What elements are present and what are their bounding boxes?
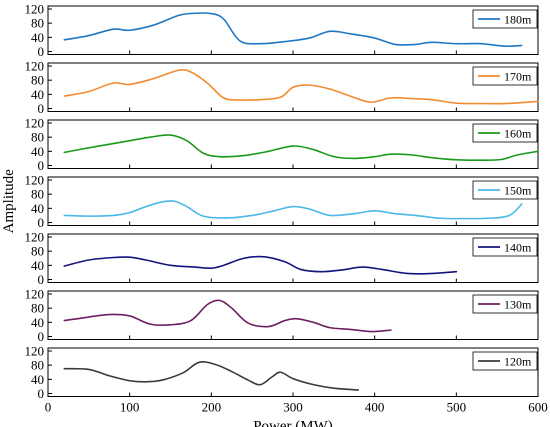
y-tick-label: 80 (31, 73, 44, 88)
x-tick-label: 600 (528, 400, 548, 415)
x-tick-label: 0 (45, 400, 52, 415)
series-line-150m (63, 200, 523, 220)
legend-130m: 130m (472, 294, 538, 314)
legend-label: 120m (504, 355, 532, 369)
y-tick-label: 80 (31, 358, 44, 373)
series-line-160m (63, 134, 539, 162)
legend-box (472, 294, 538, 314)
y-tick-label: 40 (31, 315, 44, 330)
x-tick-label: 100 (120, 400, 140, 415)
series-line-120m (63, 361, 360, 391)
y-tick-label: 0 (38, 386, 45, 401)
legend-label: 170m (504, 70, 532, 84)
panel-frame (47, 233, 539, 283)
y-tick-label: 120 (25, 173, 45, 188)
legend-160m: 160m (472, 123, 538, 143)
y-tick-label: 120 (25, 59, 45, 74)
y-tick-label: 120 (25, 287, 45, 302)
series-line-130m (63, 299, 392, 333)
legend-label: 130m (504, 298, 532, 312)
series-line-170m (63, 68, 539, 105)
y-tick-label: 0 (38, 272, 45, 287)
legend-label: 140m (504, 241, 532, 255)
legend-box (472, 66, 538, 86)
y-tick-label: 80 (31, 187, 44, 202)
x-tick-label: 200 (202, 400, 222, 415)
y-tick-label: 120 (25, 230, 45, 245)
legend-label: 150m (504, 184, 532, 198)
panel-frame (47, 347, 539, 397)
y-tick-label: 0 (38, 44, 45, 59)
y-tick-label: 0 (38, 158, 45, 173)
y-tick-label: 40 (31, 144, 44, 159)
legend-box (472, 237, 538, 257)
y-tick-label: 40 (31, 372, 44, 387)
y-tick-label: 80 (31, 301, 44, 316)
legend-140m: 140m (472, 237, 538, 257)
y-axis-label: Amplitude (1, 169, 17, 234)
legend-box (472, 180, 538, 200)
y-tick-label: 80 (31, 16, 44, 31)
legend-box (472, 123, 538, 143)
y-tick-label: 0 (38, 101, 45, 116)
y-tick-label: 40 (31, 30, 44, 45)
x-tick-label: 300 (283, 400, 303, 415)
y-tick-label: 120 (25, 116, 45, 131)
y-tick-label: 0 (38, 215, 45, 230)
legend-180m: 180m (472, 9, 538, 29)
y-tick-label: 80 (31, 130, 44, 145)
y-tick-label: 0 (38, 329, 45, 344)
legend-label: 180m (504, 13, 532, 27)
legend-box (472, 9, 538, 29)
y-tick-label: 120 (25, 344, 45, 359)
legend-label: 160m (504, 127, 532, 141)
y-tick-label: 40 (31, 87, 44, 102)
legend-170m: 170m (472, 66, 538, 86)
y-tick-label: 120 (25, 2, 45, 17)
legend-150m: 150m (472, 180, 538, 200)
legend-box (472, 351, 538, 371)
x-tick-label: 400 (365, 400, 385, 415)
legend-120m: 120m (472, 351, 538, 371)
y-tick-label: 40 (31, 201, 44, 216)
panel-frame (47, 119, 539, 169)
x-axis-label: Power (MW) (253, 419, 333, 427)
series-line-180m (63, 12, 523, 48)
y-tick-label: 80 (31, 244, 44, 259)
y-tick-label: 40 (31, 258, 44, 273)
x-tick-label: 500 (447, 400, 467, 415)
series-line-140m (63, 255, 458, 275)
